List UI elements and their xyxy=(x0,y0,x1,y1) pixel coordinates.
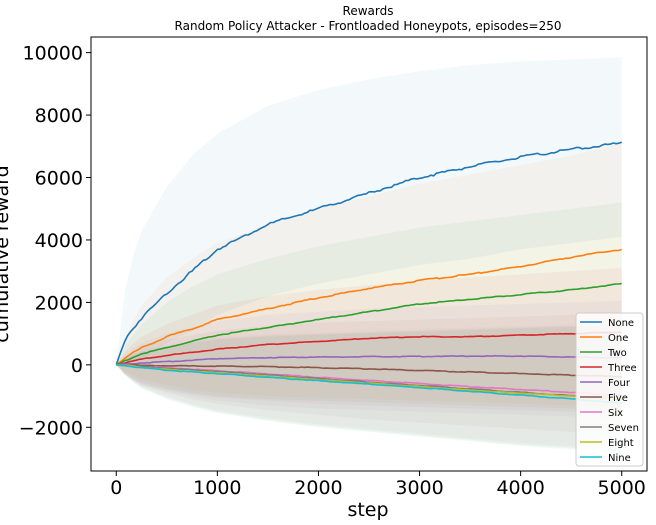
legend-label-eight: Eight xyxy=(608,438,634,449)
legend-label-three: Three xyxy=(607,363,637,374)
y-axis-label: cumulative reward xyxy=(0,165,13,342)
band-one xyxy=(116,143,622,407)
band-five xyxy=(116,313,622,436)
band-nine xyxy=(116,325,622,454)
x-axis-ticks: 0 1000 2000 3000 4000 5000 xyxy=(110,471,646,499)
series-lines xyxy=(115,141,622,405)
y-tick-label: 0 xyxy=(71,355,83,377)
x-tick-label: 5000 xyxy=(598,477,646,499)
line-one xyxy=(115,248,622,366)
band-three xyxy=(116,268,622,414)
legend-label-two: Two xyxy=(607,348,627,359)
y-tick-label: 10000 xyxy=(23,43,83,65)
legend-label-none: None xyxy=(608,318,634,329)
band-none xyxy=(116,57,622,367)
chart-title: Rewards xyxy=(343,4,394,18)
line-five xyxy=(116,364,622,378)
chart-subtitle: Random Policy Attacker - Frontloaded Hon… xyxy=(175,19,562,33)
band-eight xyxy=(116,324,622,452)
line-six xyxy=(116,364,622,396)
x-tick-label: 0 xyxy=(110,477,122,499)
legend-label-six: Six xyxy=(608,408,623,419)
band-six xyxy=(116,322,622,450)
legend-label-seven: Seven xyxy=(608,423,639,434)
y-tick-label: 2000 xyxy=(35,292,83,314)
legend: None One Two Three Four Five Six Seven Eight Nine xyxy=(575,312,644,467)
x-axis-label: step xyxy=(347,499,388,521)
x-tick-label: 3000 xyxy=(395,477,443,499)
plot-frame xyxy=(90,36,648,472)
legend-label-four: Four xyxy=(608,378,631,389)
legend-label-five: Five xyxy=(608,393,628,404)
x-tick-label: 1000 xyxy=(193,477,241,499)
line-none xyxy=(115,141,622,366)
x-tick-label: 2000 xyxy=(294,477,342,499)
line-four xyxy=(116,354,622,366)
y-tick-label: 8000 xyxy=(35,105,83,127)
line-two xyxy=(115,282,622,366)
legend-label-one: One xyxy=(608,333,628,344)
legend-label-nine: Nine xyxy=(608,453,631,464)
y-tick-label: 4000 xyxy=(35,230,83,252)
y-axis-ticks: −2000 0 2000 4000 6000 8000 10000 xyxy=(19,43,91,439)
x-tick-label: 4000 xyxy=(496,477,544,499)
line-three xyxy=(116,331,622,366)
y-tick-label: 6000 xyxy=(35,168,83,190)
line-nine xyxy=(116,364,622,405)
y-tick-label: −2000 xyxy=(19,417,83,439)
